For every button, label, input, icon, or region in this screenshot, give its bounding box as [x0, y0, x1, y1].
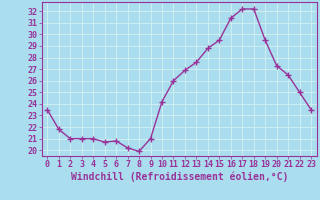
X-axis label: Windchill (Refroidissement éolien,°C): Windchill (Refroidissement éolien,°C)	[70, 172, 288, 182]
